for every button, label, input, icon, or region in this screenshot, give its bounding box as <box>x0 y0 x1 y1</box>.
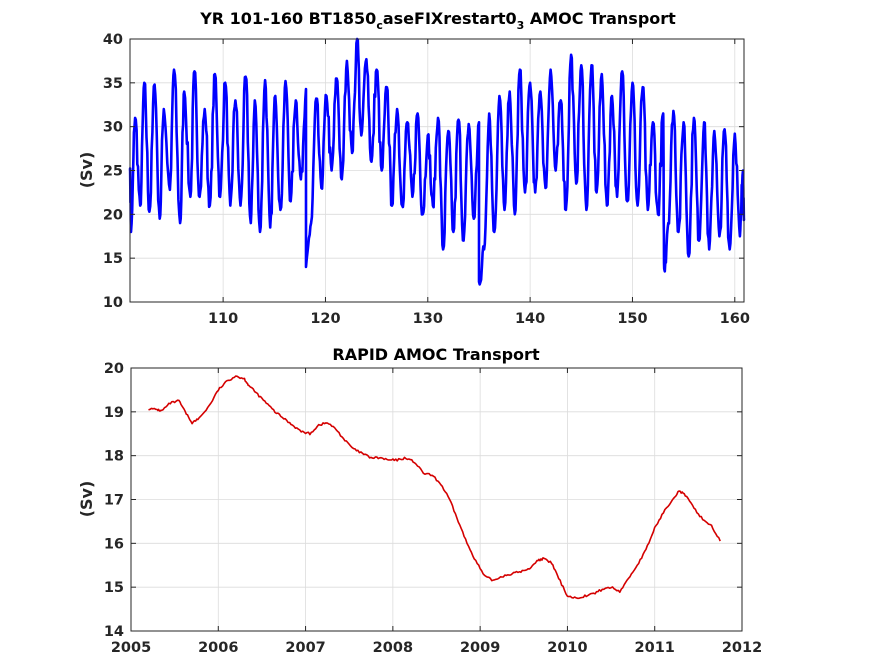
bottom-chart-grid <box>130 367 743 632</box>
top-ytick-label: 30 <box>103 120 123 136</box>
bottom-chart-ticks: 2005 2006 2007 2008 2009 2010 2011 2012 14 15 16 17… <box>104 361 762 656</box>
top-xtick-label: 140 <box>515 311 545 327</box>
bottom-xtick-label: 2009 <box>460 640 500 656</box>
top-ytick-label: 10 <box>103 295 123 311</box>
top-chart-ticks: 110 120 130 140 150 160 10 15 20 25 30 35 40 <box>103 32 750 327</box>
rapid-panel: RAPID AMOC Transport 2005 2006 2007 2008 200… <box>77 345 762 656</box>
rapid-amoc-line <box>148 375 721 600</box>
bottom-xtick-label: 2006 <box>198 640 238 656</box>
bottom-chart-title: RAPID AMOC Transport <box>332 345 540 364</box>
amoc-model-panel: YR 101-160 BT1850caseFIXrestart03 AMOC T… <box>77 9 750 327</box>
top-chart-title: YR 101-160 BT1850caseFIXrestart03 AMOC T… <box>199 9 676 32</box>
top-xtick-label: 120 <box>310 311 340 327</box>
top-ytick-label: 25 <box>103 164 123 180</box>
bottom-chart-series <box>148 375 721 600</box>
bottom-xtick-label: 2011 <box>635 640 675 656</box>
top-xtick-label: 130 <box>413 311 443 327</box>
top-xtick-label: 110 <box>208 311 238 327</box>
bottom-xtick-label: 2010 <box>547 640 587 656</box>
top-ytick-label: 35 <box>103 76 123 92</box>
top-xtick-label: 150 <box>617 311 647 327</box>
bottom-chart-ylabel: (Sv) <box>77 481 96 518</box>
bottom-xtick-label: 2005 <box>111 640 151 656</box>
top-ytick-label: 40 <box>103 32 123 48</box>
top-ytick-label: 20 <box>103 207 123 223</box>
bottom-ytick-label: 16 <box>104 536 124 552</box>
bottom-xtick-label: 2012 <box>722 640 762 656</box>
top-ytick-label: 15 <box>103 251 123 267</box>
model-amoc-line <box>128 37 746 286</box>
top-chart-ylabel: (Sv) <box>77 152 96 189</box>
top-chart-series <box>128 37 746 286</box>
bottom-ytick-label: 14 <box>104 624 124 640</box>
bottom-xtick-label: 2007 <box>285 640 325 656</box>
bottom-ytick-label: 17 <box>104 493 124 509</box>
top-xtick-label: 160 <box>720 311 750 327</box>
bottom-ytick-label: 18 <box>104 449 124 465</box>
bottom-ytick-label: 19 <box>104 405 124 421</box>
bottom-xtick-label: 2008 <box>373 640 413 656</box>
bottom-ytick-label: 15 <box>104 580 124 596</box>
bottom-ytick-label: 20 <box>104 361 124 377</box>
